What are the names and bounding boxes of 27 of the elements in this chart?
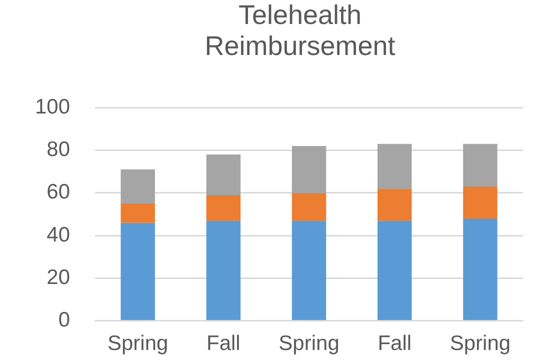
bar (463, 144, 498, 186)
y-tick-label: 60 (46, 180, 70, 204)
bar (377, 144, 412, 189)
chart-title: Telehealth Reimbursement (204, 0, 396, 62)
x-tick-label: Spring (278, 332, 340, 356)
bar (120, 169, 155, 204)
bar (463, 218, 498, 320)
bar (120, 222, 155, 320)
x-tick-label: Spring (450, 332, 511, 356)
y-tick-label: 20 (46, 266, 70, 289)
x-tick-label: Fall (206, 332, 240, 356)
bar (292, 192, 326, 221)
bar (206, 154, 241, 196)
bar (292, 220, 326, 320)
x-tick-label: Spring (107, 332, 168, 356)
y-tick-label: 100 (34, 95, 70, 118)
y-tick-label: 0 (58, 308, 70, 332)
y-tick-label: 80 (46, 138, 70, 162)
bar (463, 186, 498, 218)
y-tick-label: 40 (46, 223, 70, 246)
x-tick-label: Fall (378, 332, 412, 356)
bar (292, 146, 326, 193)
bar (206, 195, 241, 221)
bar (377, 220, 412, 320)
bar (206, 220, 241, 320)
bar (377, 188, 412, 221)
bar (120, 204, 155, 223)
